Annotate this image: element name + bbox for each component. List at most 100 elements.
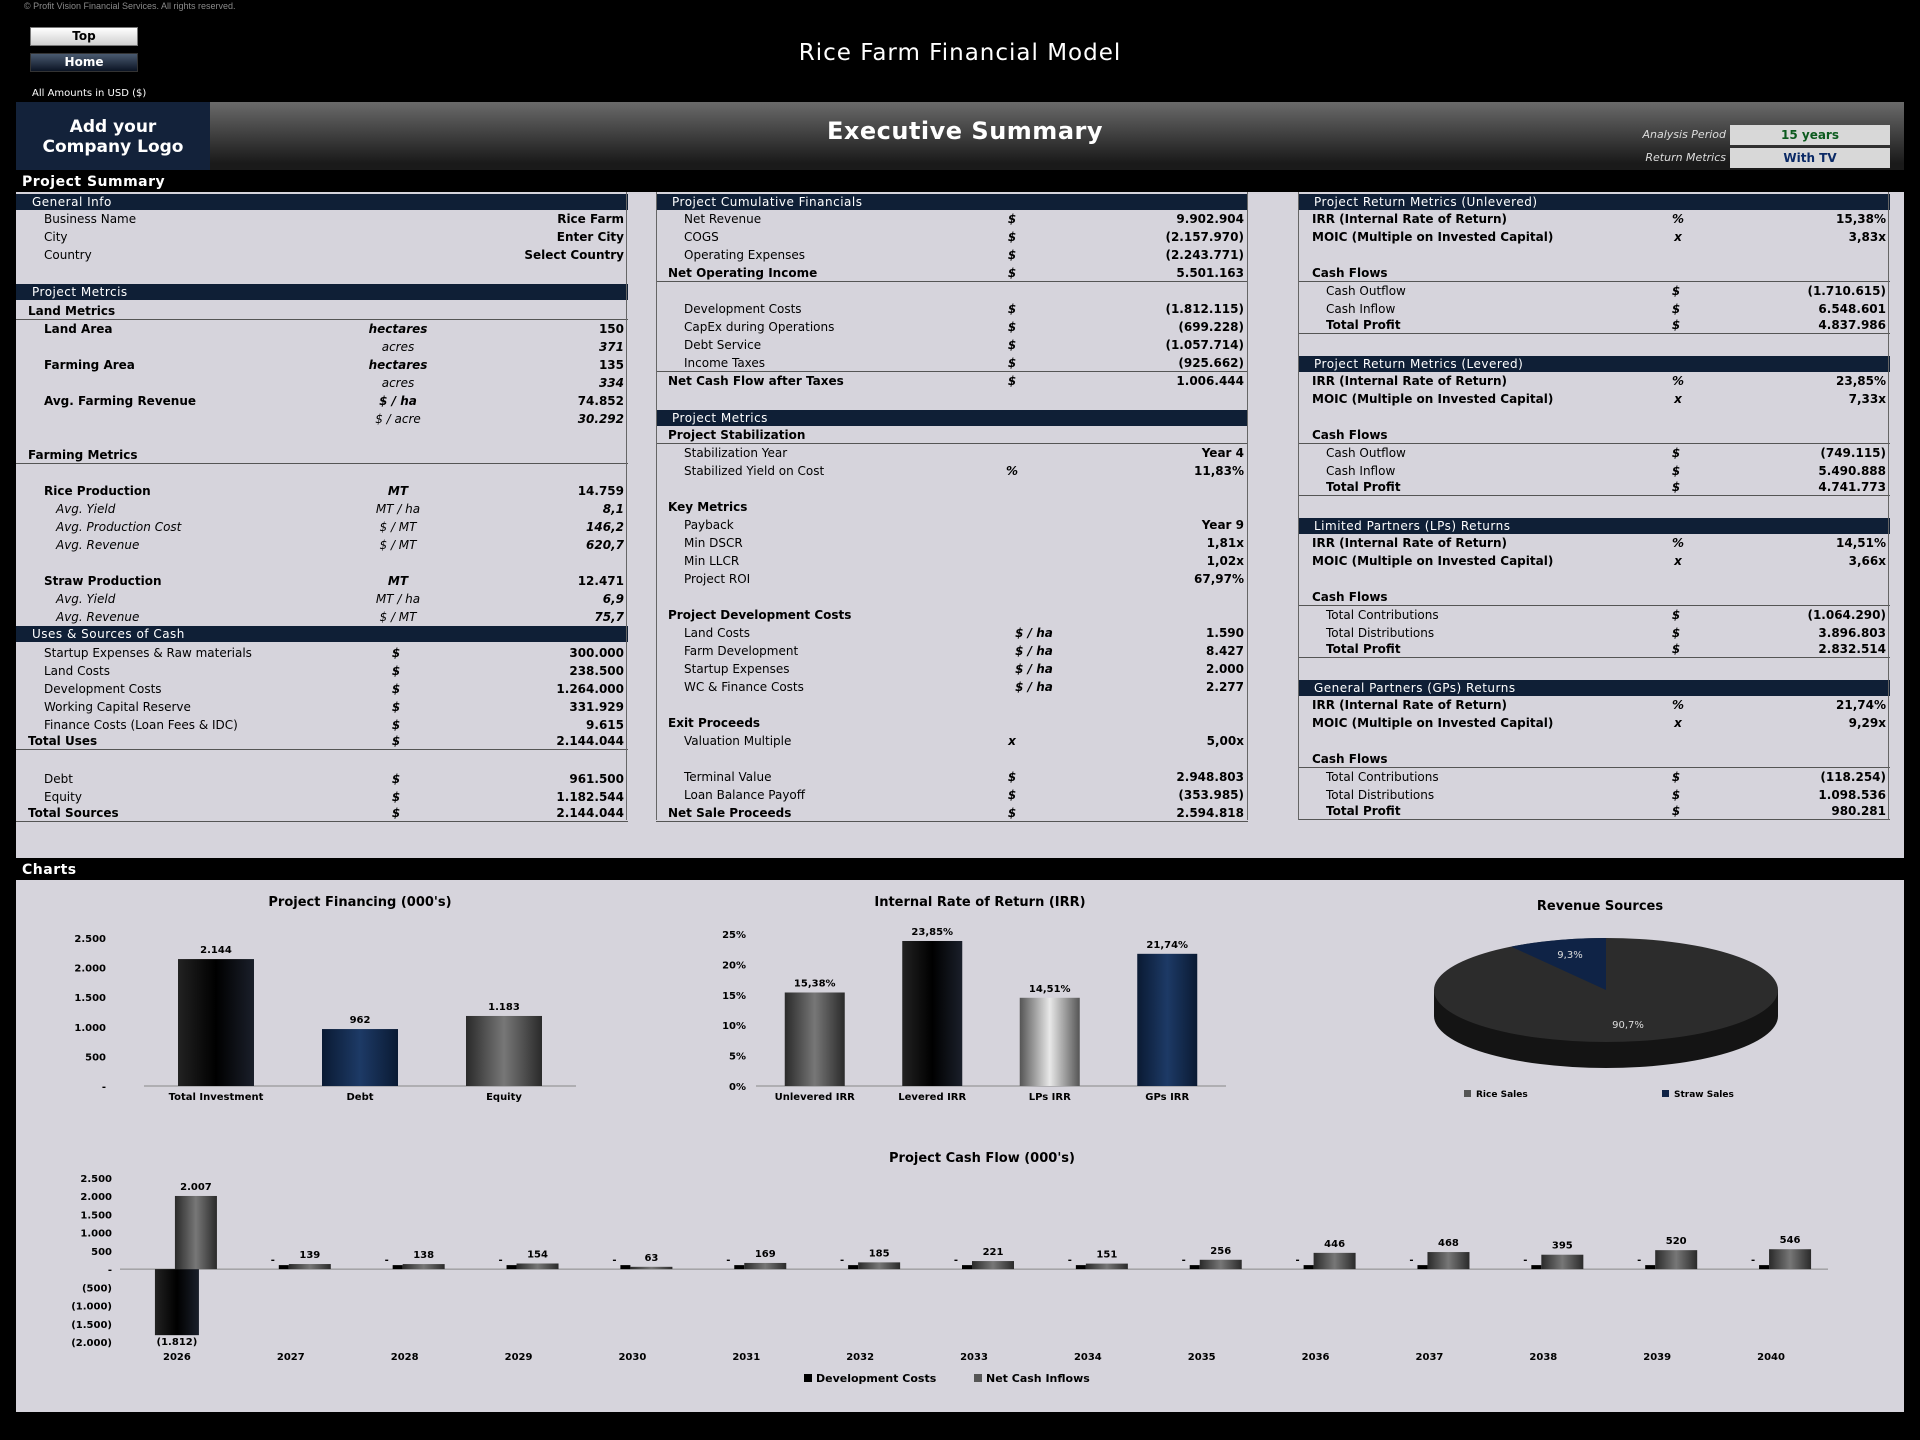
table-row: Loan Balance Payoff $ (353.985): [656, 786, 1248, 804]
y-tick-label: 2.000: [74, 964, 106, 975]
row-label: Total Profit: [1326, 480, 1401, 494]
row-unit: $: [1007, 212, 1017, 226]
row-value: 2.000: [1206, 662, 1244, 676]
row-value: 1,02x: [1206, 554, 1244, 568]
row-value: 2.948.803: [1176, 770, 1244, 784]
table-row: Total Sources $2.144.044: [16, 804, 628, 822]
bar: [178, 959, 254, 1086]
table-row: Farm Development $ / ha 8.427: [656, 642, 1248, 660]
summary-banner: [16, 102, 1904, 170]
row-value: (699.228): [1178, 320, 1244, 334]
row-label: Development Costs: [684, 302, 802, 316]
data-label: 221: [983, 1247, 1004, 1258]
row-unit: $ / MT: [379, 538, 417, 552]
row-unit: x: [1674, 554, 1682, 568]
x-tick-label: 2033: [960, 1352, 988, 1363]
y-tick-label: 1.500: [74, 993, 106, 1004]
top-button[interactable]: Top: [30, 27, 138, 46]
pie-label: 9,3%: [1557, 950, 1582, 961]
row-label: Avg. Revenue: [56, 610, 140, 624]
table-row: Valuation Multiple x 5,00x: [656, 732, 1248, 750]
row-unit: hectares: [368, 358, 428, 372]
data-label: 138: [413, 1250, 434, 1261]
row-value: 961.500: [569, 772, 624, 786]
table-row: Working Capital Reserve $331.929: [16, 698, 628, 716]
row-unit: $: [1671, 770, 1681, 784]
row-label: Finance Costs (Loan Fees & IDC): [44, 718, 238, 732]
row-unit: $: [1671, 642, 1681, 656]
bar-net-cash-inflows: [516, 1263, 559, 1270]
data-label: 21,74%: [1146, 940, 1188, 951]
x-tick-label: Levered IRR: [898, 1092, 966, 1103]
divider: [16, 749, 628, 750]
row-value: 620,7: [586, 538, 624, 552]
table-row: acres 334: [16, 374, 628, 392]
x-tick-label: 2026: [163, 1352, 191, 1363]
column-border: [1298, 192, 1299, 820]
table-row: Total Contributions $ (118.254): [1298, 768, 1890, 786]
table-row: MOIC (Multiple on Invested Capital) x 9,29…: [1298, 714, 1890, 732]
bar-net-cash-inflows: [972, 1261, 1014, 1270]
bar-development-costs: [1075, 1265, 1086, 1270]
x-tick-label: GPs IRR: [1145, 1092, 1189, 1103]
row-unit: $: [1671, 788, 1681, 802]
row-unit: %: [1671, 698, 1685, 712]
table-row: Project ROI 67,97%: [656, 570, 1248, 588]
row-unit: $: [391, 734, 401, 748]
charts-panel: Project Financing (000's) 2.500 2.000 1.500…: [16, 880, 1904, 1412]
row-unit: acres: [381, 376, 415, 390]
company-logo-placeholder[interactable]: Add your Company Logo: [16, 102, 210, 170]
x-tick-label: Total Investment: [169, 1092, 264, 1103]
row-label: Valuation Multiple: [684, 734, 792, 748]
row-unit: $: [391, 682, 401, 696]
y-tick-label: 2.000: [80, 1192, 112, 1203]
row-unit: MT / ha: [375, 502, 421, 516]
data-label: 2.144: [200, 945, 232, 956]
y-tick-label: -: [102, 1082, 106, 1093]
row-value: 1.006.444: [1176, 374, 1244, 388]
row-label: Avg. Farming Revenue: [44, 394, 197, 408]
table-row: WC & Finance Costs $ / ha 2.277: [656, 678, 1248, 696]
row-unit: $: [1671, 302, 1681, 316]
data-label: 169: [755, 1249, 776, 1260]
row-value: Enter City: [556, 230, 624, 244]
divider: [656, 281, 1248, 282]
table-row: CapEx during Operations $ (699.228): [656, 318, 1248, 336]
row-label: Equity: [44, 790, 82, 804]
divider: [16, 319, 628, 320]
row-unit: %: [1671, 374, 1685, 388]
return-metrics-value[interactable]: With TV: [1730, 148, 1890, 168]
row-label: Cash Outflow: [1326, 446, 1406, 460]
x-tick-label: 2031: [732, 1352, 760, 1363]
analysis-period-value[interactable]: 15 years: [1730, 125, 1890, 145]
stabilization-label: Project Stabilization: [668, 428, 806, 442]
row-value: 2.832.514: [1818, 642, 1886, 656]
bar-net-cash-inflows: [1655, 1250, 1698, 1270]
legend-swatch: [804, 1374, 812, 1382]
row-label: Project ROI: [684, 572, 751, 586]
y-tick-label: (2.000): [71, 1338, 112, 1349]
divider: [1298, 819, 1890, 820]
bar: [784, 992, 845, 1086]
row-label: Loan Balance Payoff: [684, 788, 806, 802]
data-label: -: [385, 1255, 389, 1266]
row-unit: $: [1671, 626, 1681, 640]
row-value: 3,66x: [1848, 554, 1886, 568]
row-value: 150: [598, 322, 624, 336]
data-label: -: [726, 1255, 730, 1266]
row-value: (1.057.714): [1165, 338, 1244, 352]
row-unit: $: [1007, 356, 1017, 370]
home-button[interactable]: Home: [30, 53, 138, 72]
column-border: [656, 192, 657, 820]
column-border: [1247, 192, 1248, 820]
bar-net-cash-inflows: [1313, 1252, 1356, 1270]
row-value: 331.929: [569, 700, 624, 714]
chart-title: Project Financing (000's): [268, 895, 451, 910]
y-tick-label: 1.000: [80, 1229, 112, 1240]
table-row: $ / acre 30.292: [16, 410, 628, 428]
table-row: Total Profit $4.837.986: [1298, 316, 1890, 334]
row-value: 1.098.536: [1818, 788, 1886, 802]
divider: [656, 371, 1248, 372]
legend-swatch: [1662, 1090, 1669, 1097]
row-value: 6,9: [602, 592, 624, 606]
